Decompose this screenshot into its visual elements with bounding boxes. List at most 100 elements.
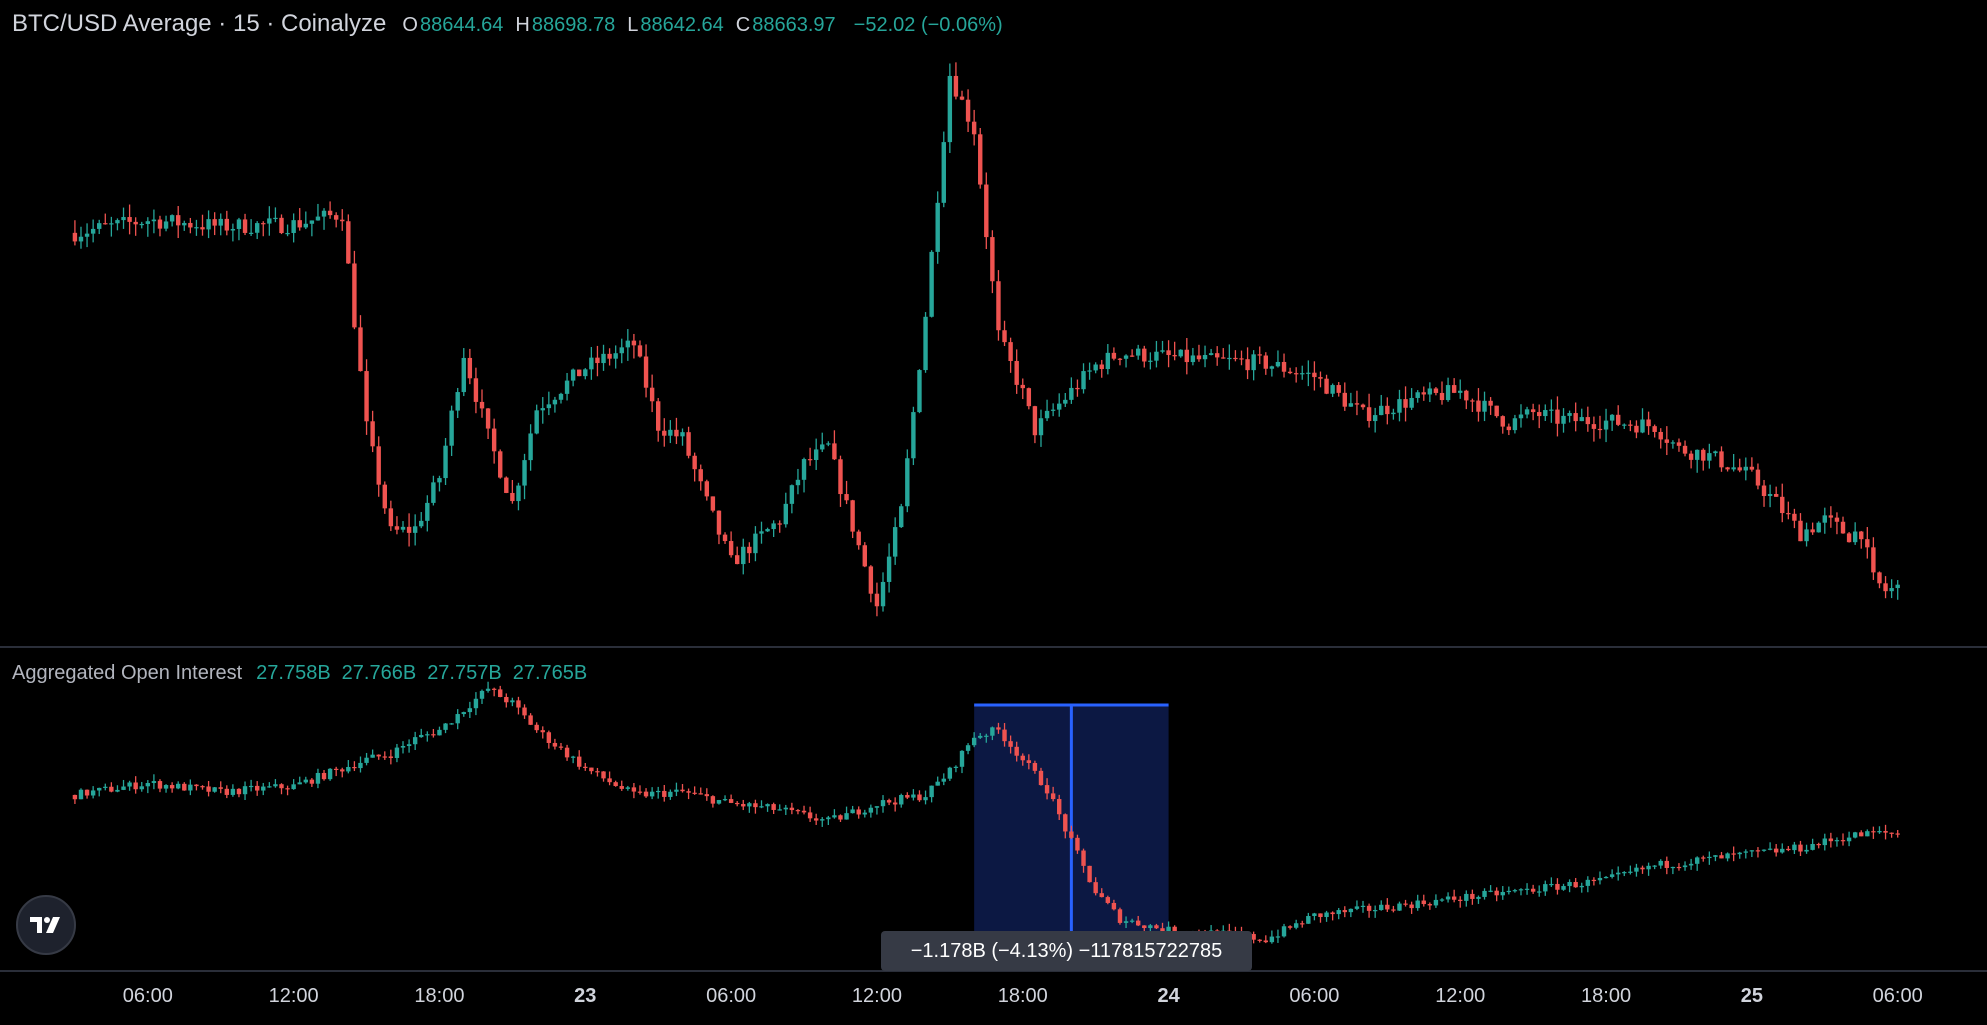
oi-candle-86 (595, 771, 600, 773)
price-candle-253 (1609, 414, 1615, 421)
oi-candle-285 (1804, 849, 1809, 852)
price-candle-260 (1652, 426, 1657, 432)
price-candle-167 (1087, 370, 1092, 372)
oi-legend: Aggregated Open Interest 27.758B 27.766B… (12, 662, 598, 685)
oi-candle-73 (516, 700, 521, 708)
price-candle-9 (127, 217, 132, 222)
price-candle-51 (382, 484, 387, 509)
price-candle-268 (1701, 449, 1706, 461)
oi-candle-58 (425, 734, 430, 736)
oi-candle-218 (1397, 903, 1402, 911)
oi-candle-42 (327, 768, 333, 780)
price-candle-18 (182, 222, 187, 226)
price-candle-238 (1518, 414, 1524, 419)
oi-title[interactable]: Aggregated Open Interest (12, 662, 243, 684)
price-candle-258 (1640, 419, 1645, 433)
oi-candle-296 (1871, 831, 1876, 833)
oi-candle-230 (1470, 893, 1475, 899)
oi-candle-67 (479, 690, 485, 699)
price-candle-147 (965, 99, 971, 122)
price-candle-94 (643, 356, 649, 388)
tradingview-logo-glyph (30, 917, 60, 933)
price-candle-140 (923, 316, 928, 371)
price-candle-274 (1737, 467, 1742, 471)
oi-candle-15 (163, 785, 169, 789)
price-candle-176 (1142, 348, 1147, 362)
oi-candle-263 (1670, 866, 1676, 869)
price-candle-19 (188, 222, 193, 228)
oi-candle-226 (1445, 896, 1451, 900)
price-candle-130 (862, 545, 867, 567)
price-candle-35 (285, 233, 290, 235)
time-tick-2: 18:00 (414, 985, 464, 1007)
oi-candle-297 (1877, 831, 1882, 833)
time-tick-1: 12:00 (269, 985, 319, 1007)
price-candle-14 (157, 219, 163, 229)
price-candle-251 (1597, 428, 1603, 431)
tradingview-logo-icon[interactable] (16, 895, 76, 955)
time-tick-6: 18:00 (998, 985, 1048, 1007)
symbol-title[interactable]: BTC/USD Average · 15 · Coinalyze (12, 10, 387, 37)
price-candle-272 (1725, 467, 1730, 470)
oi-candle-154 (1008, 741, 1013, 747)
price-candle-193 (1245, 359, 1250, 371)
oi-candle-270 (1713, 855, 1718, 857)
price-candle-188 (1214, 353, 1220, 358)
price-candle-141 (929, 251, 934, 317)
oi-candle-10 (133, 782, 138, 790)
price-candle-162 (1057, 403, 1062, 410)
price-candle-201 (1293, 373, 1299, 375)
oi-value-1: 27.758B (256, 662, 331, 684)
oi-candle-288 (1822, 838, 1827, 846)
oi-candle-209 (1342, 910, 1347, 913)
oi-candle-286 (1810, 843, 1815, 850)
oi-candle-196 (1263, 940, 1268, 943)
price-candle-290 (1834, 517, 1840, 522)
oi-candle-169 (1099, 893, 1104, 898)
high-key: H (515, 14, 530, 36)
price-candle-199 (1281, 361, 1287, 372)
price-candle-80 (558, 393, 564, 400)
oi-candle-281 (1780, 848, 1785, 853)
price-candle-136 (899, 506, 904, 528)
oi-candle-76 (534, 724, 539, 731)
oi-candle-52 (388, 756, 394, 758)
price-candle-27 (236, 219, 242, 229)
price-candle-116 (777, 523, 782, 525)
oi-candle-17 (176, 783, 181, 789)
price-candle-264 (1676, 442, 1682, 446)
price-candle-10 (133, 221, 138, 225)
price-candle-210 (1348, 403, 1354, 407)
price-candle-227 (1451, 385, 1457, 393)
time-axis[interactable]: 06:00 12:00 18:00 23 06:00 12:00 18:00 24 06:00 1… (123, 985, 1923, 1007)
price-candle-169 (1099, 364, 1104, 370)
oi-candle-13 (151, 781, 157, 784)
oi-candle-35 (285, 788, 290, 790)
price-candle-185 (1196, 355, 1202, 360)
oi-candle-174 (1129, 920, 1135, 922)
price-candle-171 (1111, 352, 1117, 359)
price-candle-21 (200, 227, 205, 230)
price-candle-113 (759, 531, 764, 534)
price-candle-226 (1445, 385, 1451, 401)
change-value: −52.02 (−0.06%) (853, 14, 1003, 36)
oi-candle-210 (1348, 908, 1354, 913)
price-candle-61 (443, 445, 448, 479)
oi-candle-235 (1500, 891, 1505, 896)
price-candle-56 (412, 526, 418, 533)
oi-candle-205 (1318, 913, 1323, 918)
price-candle-233 (1488, 400, 1493, 406)
oi-candle-251 (1597, 877, 1603, 881)
oi-candle-2 (84, 789, 90, 796)
price-candle-125 (832, 443, 837, 460)
price-pane[interactable] (72, 62, 1900, 617)
oi-candle-142 (935, 781, 940, 786)
price-candle-118 (789, 485, 795, 504)
oi-candle-75 (528, 715, 533, 725)
price-candle-296 (1871, 547, 1876, 573)
price-candle-200 (1287, 371, 1293, 374)
price-candle-190 (1227, 357, 1232, 360)
measure-tool[interactable] (974, 703, 1169, 931)
